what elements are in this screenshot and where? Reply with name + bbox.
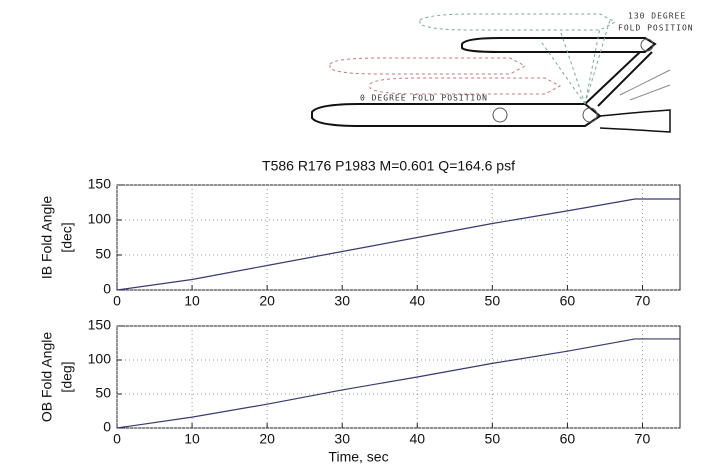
- pivot: [492, 107, 508, 123]
- y-tick-label: 100: [88, 351, 112, 367]
- diagram-label: 0 DEGREE FOLD POSITION: [360, 94, 488, 103]
- y-tick-label: 150: [88, 176, 112, 192]
- ghost-wing: [419, 13, 617, 31]
- y-tick-label: 0: [103, 281, 111, 297]
- data-line: [116, 198, 680, 291]
- y-tick-label: 50: [95, 246, 111, 262]
- y-tick-label: 150: [88, 317, 112, 333]
- x-tick-label: 50: [485, 431, 501, 447]
- hinge-arm: [584, 51, 653, 107]
- diagram-label: FOLD POSITION: [618, 24, 694, 33]
- x-tick-label: 20: [259, 293, 275, 309]
- x-tick-label: 50: [485, 293, 501, 309]
- y-axis-label: OB Fold Angle: [39, 332, 55, 422]
- x-axis-label: Time, sec: [328, 449, 388, 465]
- fuselage-detail: [619, 69, 671, 101]
- x-tick-label: 40: [409, 293, 425, 309]
- diagram-label: 130 DEGREE: [628, 12, 686, 21]
- x-tick-label: 70: [635, 293, 651, 309]
- y-tick-label: 0: [103, 419, 111, 435]
- pivot: [582, 107, 598, 123]
- x-tick-label: 10: [184, 431, 200, 447]
- y-axis-label: [dec]: [59, 222, 75, 252]
- y-axis-label: [deg]: [59, 361, 75, 392]
- y-tick-label: 100: [88, 211, 112, 227]
- plot-area: [116, 325, 681, 429]
- fuselage: [599, 109, 671, 133]
- x-tick-label: 30: [334, 293, 350, 309]
- x-tick-label: 20: [259, 431, 275, 447]
- y-axis-label: IB Fold Angle: [39, 196, 55, 279]
- x-tick-label: 0: [113, 293, 121, 309]
- ghost-wing: [369, 77, 562, 95]
- x-tick-label: 60: [560, 431, 576, 447]
- x-tick-label: 40: [409, 431, 425, 447]
- x-tick-label: 0: [113, 431, 121, 447]
- x-tick-label: 10: [184, 293, 200, 309]
- plot-area: [116, 184, 681, 291]
- x-tick-label: 30: [334, 431, 350, 447]
- wing-diagram: [311, 13, 671, 133]
- chart-title: T586 R176 P1983 M=0.601 Q=164.6 psf: [262, 158, 515, 174]
- x-tick-label: 70: [635, 431, 651, 447]
- ghost-wing: [329, 57, 527, 75]
- x-tick-label: 60: [560, 293, 576, 309]
- wing-130deg: [461, 37, 657, 53]
- y-tick-label: 50: [95, 385, 111, 401]
- data-line: [116, 338, 680, 429]
- pivot: [640, 38, 654, 52]
- wing-0deg: [311, 103, 602, 127]
